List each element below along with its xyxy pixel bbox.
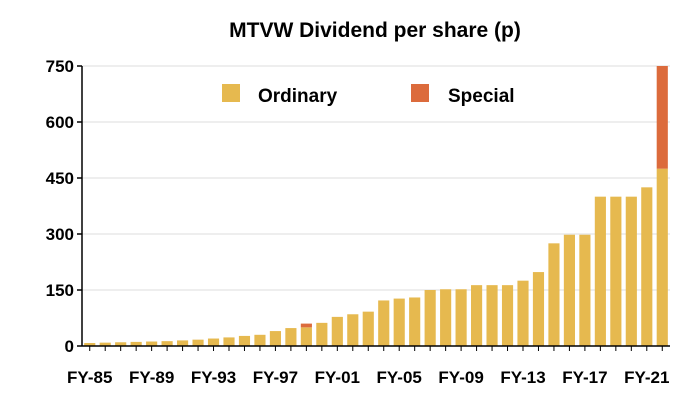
bar-ordinary-fy-14 [532, 272, 545, 346]
legend-swatch-ordinary [222, 84, 240, 102]
chart-title: MTVW Dividend per share (p) [229, 19, 521, 42]
legend-label-ordinary: Ordinary [258, 86, 338, 107]
bar-ordinary-fy-12 [501, 285, 514, 346]
bar-ordinary-fy-09 [455, 289, 467, 346]
bar-ordinary-fy-21 [641, 187, 653, 346]
bar-ordinary-fy-99 [300, 327, 312, 346]
bar-ordinary-fy-19 [610, 196, 622, 346]
bar-special-fy-99 [300, 323, 312, 328]
y-tick-label: 600 [46, 113, 74, 132]
bar-ordinary-fy-06 [409, 297, 421, 346]
bar-ordinary-fy-94 [223, 337, 235, 346]
bar-ordinary-fy-95 [238, 335, 251, 346]
x-tick-labels: FY-85 FY-89 FY-93 FY-97 FY-01 FY-05 FY-09 FY-13… [67, 368, 669, 387]
bars [84, 66, 668, 346]
x-tick-label: FY-17 [562, 368, 607, 387]
bar-ordinary-fy-03 [362, 311, 374, 346]
x-tick-label: FY-13 [500, 368, 545, 387]
bar-ordinary-fy-98 [285, 328, 297, 346]
x-tick-label: FY-89 [129, 368, 174, 387]
bar-ordinary-fy-11 [486, 285, 498, 346]
y-tick-label: 0 [65, 337, 74, 356]
bar-ordinary-fy-96 [254, 334, 266, 346]
bar-ordinary-fy-07 [424, 290, 436, 346]
x-tick-label: FY-21 [624, 368, 669, 387]
x-tick-label: FY-09 [438, 368, 483, 387]
bar-ordinary-fy-02 [347, 314, 359, 346]
bar-ordinary-fy-04 [378, 300, 390, 346]
bar-ordinary-fy-97 [269, 331, 281, 346]
x-tick-label: FY-85 [67, 368, 112, 387]
bar-ordinary-fy-91 [177, 340, 189, 346]
y-tick-label: 450 [46, 169, 74, 188]
bar-ordinary-fy-92 [192, 339, 204, 346]
bar-ordinary-fy-18 [594, 196, 606, 346]
bar-ordinary-fy-89 [146, 341, 158, 346]
bar-ordinary-fy-05 [393, 298, 405, 346]
bar-ordinary-fy-88 [130, 341, 142, 346]
bar-ordinary-fy-13 [517, 280, 529, 346]
bar-ordinary-fy-93 [207, 338, 220, 346]
x-tick-label: FY-01 [315, 368, 360, 387]
bar-ordinary-fy-00 [316, 322, 328, 346]
bar-ordinary-fy-10 [471, 285, 483, 346]
x-tick-label: FY-05 [377, 368, 422, 387]
bar-special-fy-22 [656, 66, 668, 169]
bar-ordinary-fy-20 [625, 196, 637, 346]
bar-ordinary-fy-01 [331, 316, 343, 346]
bar-ordinary-fy-22 [656, 168, 668, 346]
bar-ordinary-fy-08 [440, 289, 452, 346]
y-tick-label: 300 [46, 225, 74, 244]
x-tick-label: FY-93 [191, 368, 236, 387]
legend: Ordinary Special [222, 84, 515, 107]
y-tick-label: 150 [46, 281, 74, 300]
bar-ordinary-fy-85 [84, 343, 96, 346]
bar-ordinary-fy-17 [579, 234, 591, 346]
legend-swatch-special [411, 84, 429, 102]
bar-ordinary-fy-16 [563, 234, 575, 346]
x-tick-label: FY-97 [253, 368, 298, 387]
bar-ordinary-fy-86 [99, 342, 111, 346]
y-tick-label: 750 [46, 57, 74, 76]
y-tick-labels: 0 150 300 450 600 750 [46, 57, 74, 356]
bar-ordinary-fy-87 [115, 342, 127, 346]
bar-ordinary-fy-90 [161, 341, 173, 346]
legend-label-special: Special [448, 86, 515, 107]
bar-ordinary-fy-15 [548, 243, 560, 346]
axes [77, 65, 670, 351]
